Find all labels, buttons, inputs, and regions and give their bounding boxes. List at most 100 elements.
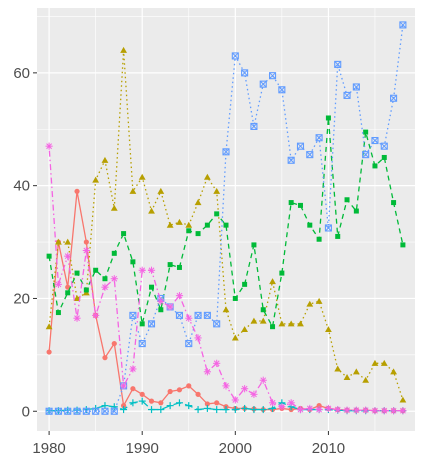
- point-asterisk-stroke: [241, 385, 248, 392]
- point-asterisk-stroke: [83, 247, 90, 254]
- point-dot: [148, 398, 155, 404]
- point-x-b: [325, 224, 332, 232]
- point-asterisk-stroke: [353, 407, 360, 414]
- point-asterisk-stroke: [185, 315, 192, 322]
- data-point: [259, 80, 267, 88]
- point-x-b: [148, 320, 155, 328]
- data-point: [45, 323, 53, 330]
- data-point: [194, 334, 202, 342]
- data-point: [129, 311, 137, 319]
- data-point: [259, 376, 267, 384]
- data-point: [250, 390, 258, 398]
- point-asterisk-stroke: [46, 143, 53, 150]
- data-point: [371, 136, 379, 145]
- data-point: [158, 400, 164, 406]
- data-point: [185, 314, 193, 322]
- point-x-b: [185, 340, 193, 347]
- point-x-b: [306, 151, 314, 158]
- point-triangle: [269, 278, 276, 285]
- point-square: [74, 270, 80, 276]
- data-point: [55, 310, 61, 316]
- data-point: [54, 280, 63, 288]
- data-point: [270, 324, 276, 330]
- data-point: [110, 403, 118, 411]
- point-box: [203, 311, 211, 319]
- data-point: [148, 207, 155, 214]
- data-point: [306, 300, 314, 307]
- point-x-b: [204, 312, 211, 319]
- data-point: [316, 403, 322, 409]
- point-asterisk-stroke: [74, 315, 80, 322]
- point-asterisk-stroke: [120, 382, 127, 389]
- data-point: [147, 320, 156, 328]
- point-square: [186, 228, 192, 234]
- series-line: [48, 117, 404, 329]
- point-asterisk-stroke: [297, 406, 304, 413]
- point-square: [93, 267, 99, 273]
- point-box: [315, 134, 323, 142]
- point-x-b: [259, 80, 267, 88]
- point-box: [110, 407, 118, 415]
- point-box: [306, 151, 314, 159]
- point-asterisk-stroke: [344, 407, 350, 414]
- point-triangle: [343, 374, 351, 380]
- point-box: [334, 60, 342, 68]
- point-box: [278, 86, 286, 94]
- point-x-b: [343, 92, 351, 99]
- data-point: [335, 233, 341, 239]
- data-point: [352, 83, 360, 91]
- data-point: [287, 399, 295, 407]
- data-point: [64, 407, 72, 415]
- point-box: [73, 407, 81, 415]
- point-square: [55, 310, 61, 316]
- point-dot: [214, 400, 220, 406]
- point-asterisk-stroke: [316, 406, 323, 413]
- point-dot: [167, 388, 173, 395]
- point-asterisk-stroke: [223, 382, 229, 389]
- point-dot: [176, 387, 183, 393]
- y-tick-label: 20: [13, 290, 30, 307]
- point-triangle: [306, 300, 314, 307]
- data-point: [241, 326, 249, 333]
- point-asterisk-stroke: [390, 407, 397, 414]
- y-tick-label: 60: [13, 65, 30, 82]
- point-box: [222, 148, 230, 156]
- point-asterisk-stroke: [195, 335, 201, 341]
- point-dot: [65, 284, 71, 290]
- data-point: [390, 94, 398, 102]
- data-point: [380, 407, 388, 415]
- point-square: [297, 202, 303, 208]
- series-3: [46, 115, 406, 330]
- point-box: [45, 407, 53, 415]
- data-point: [213, 359, 221, 367]
- data-point: [110, 204, 118, 211]
- point-x-b: [138, 340, 146, 347]
- point-dot: [102, 355, 108, 361]
- series-2: [45, 46, 407, 403]
- point-asterisk-stroke: [325, 405, 332, 412]
- point-x-b: [55, 407, 62, 415]
- point-square: [46, 253, 52, 259]
- data-point: [371, 359, 379, 366]
- data-point: [297, 320, 304, 327]
- data-point: [110, 407, 118, 415]
- data-point: [186, 228, 192, 234]
- data-point: [334, 405, 342, 414]
- data-point: [214, 211, 220, 217]
- data-point: [194, 199, 202, 206]
- data-point: [92, 407, 100, 415]
- point-x-b: [315, 134, 323, 142]
- data-point: [101, 283, 109, 291]
- data-point: [223, 222, 229, 228]
- data-point: [371, 407, 379, 415]
- x-tick-label: 1980: [32, 440, 65, 457]
- data-point: [343, 91, 351, 99]
- point-square: [121, 231, 127, 237]
- data-point: [130, 386, 136, 392]
- point-x-b: [250, 123, 258, 130]
- point-box: [64, 407, 72, 415]
- point-asterisk-stroke: [260, 377, 267, 384]
- data-point: [297, 202, 303, 208]
- data-point: [194, 311, 202, 319]
